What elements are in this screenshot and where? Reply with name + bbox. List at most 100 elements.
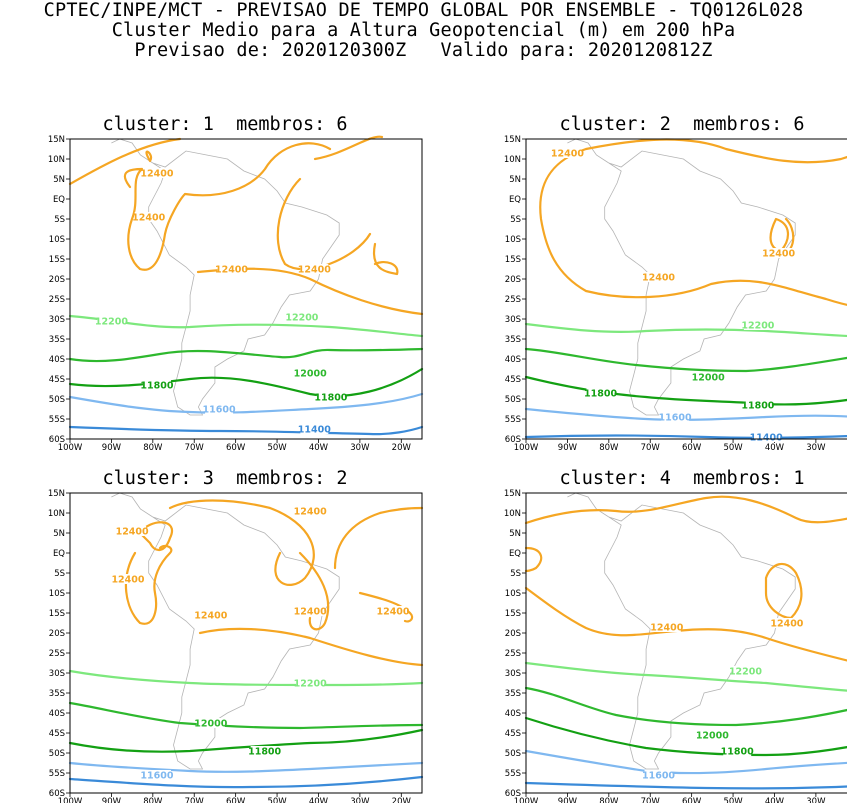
lon-tick-label: 100W (514, 797, 539, 803)
lon-tick-label: 90W (102, 797, 122, 803)
lat-tick-label: 55S (49, 415, 65, 425)
panel-1-title: cluster: 1 membros: 6 (102, 114, 348, 135)
lon-tick-label: 70W (185, 797, 205, 803)
contour-label: 12400 (551, 149, 584, 160)
lon-tick-label: 90W (558, 443, 578, 453)
map-panel-1: 15N 10N 5N EQ 5S 10S 15S 20S 25S 30S 35S 40S 45S 50S 5… (48, 135, 424, 453)
map-panel-3: 15N 10N 5N EQ 5S 10S 15S 20S 25S 30S 35S 40S 45S 50S 5… (48, 489, 424, 803)
contour-11600 (524, 407, 847, 421)
contour-11400 (68, 775, 424, 789)
lat-tick-label: 40S (505, 709, 521, 719)
lat-tick-label: 5N (53, 175, 65, 185)
lat-tick-label: 30S (49, 669, 65, 679)
central-america-coastline (111, 492, 154, 518)
lon-tick-label: 30W (350, 443, 370, 453)
contour-label: 12400 (294, 507, 327, 518)
contour-12400 (68, 135, 424, 316)
contour-12200 (68, 669, 424, 687)
central-america-coastline (567, 138, 610, 164)
lat-tick-label: 15N (48, 489, 65, 499)
contour-label: 11800 (140, 381, 173, 392)
lon-tick-label: 70W (185, 443, 205, 453)
panel-3-title: cluster: 3 membros: 2 (102, 468, 348, 489)
lat-tick-label: 35S (49, 689, 65, 699)
contour-11400 (68, 425, 424, 436)
lon-tick-label: 100W (58, 797, 83, 803)
lon-tick-label: 30W (350, 797, 370, 803)
lat-tick-label: 15S (49, 609, 65, 619)
lon-tick-label: 60W (682, 797, 702, 803)
lat-tick-label: 5N (509, 529, 521, 539)
central-america-coastline (111, 138, 154, 164)
lon-tick-label: 70W (641, 797, 661, 803)
lat-tick-label: 35S (505, 689, 521, 699)
contour-label-bg (661, 412, 690, 422)
contour-label-bg (694, 372, 723, 382)
contour-label: 11600 (140, 771, 173, 782)
contour-label: 11800 (584, 389, 617, 400)
contour-label-bg (553, 148, 582, 158)
lat-tick-label: 45S (505, 729, 521, 739)
contour-label: 11600 (203, 405, 236, 416)
lon-tick-label: 40W (309, 797, 329, 803)
lon-tick-label: 40W (309, 443, 329, 453)
lat-tick-label: 35S (505, 335, 521, 345)
south-america-coastline (604, 504, 796, 770)
contour-label-bg (723, 746, 752, 756)
contour-label-bg (142, 770, 171, 780)
lat-tick-label: 10S (505, 589, 521, 599)
contour-label-bg (752, 432, 781, 442)
contour-12400 (539, 138, 847, 307)
contour-label: 12000 (294, 369, 327, 380)
contour-label-bg (134, 212, 163, 222)
lat-tick-label: 5N (53, 529, 65, 539)
lat-tick-label: 10N (48, 155, 65, 165)
lon-tick-label: 100W (58, 443, 83, 453)
contour-label-bg (142, 168, 171, 178)
lat-tick-label: EQ (509, 195, 521, 205)
contour-label-bg (316, 392, 345, 402)
lat-tick-label: 20S (49, 275, 65, 285)
lat-tick-label: 40S (49, 709, 65, 719)
contour-label: 12200 (95, 317, 128, 328)
header-line-3: Previsao de: 2020120300Z Valido para: 20… (134, 40, 713, 61)
lon-tick-label: 90W (558, 797, 578, 803)
contour-label: 12000 (692, 373, 725, 384)
contour-label-bg (743, 320, 772, 330)
lat-tick-label: 25S (49, 649, 65, 659)
lon-tick-label: 50W (267, 797, 287, 803)
lat-tick-label: 5S (510, 215, 521, 225)
contour-label: 12200 (285, 313, 318, 324)
lon-tick-label: 50W (723, 797, 743, 803)
contour-label: 12200 (741, 321, 774, 332)
contour-12200 (524, 661, 847, 692)
lon-tick-label: 60W (226, 443, 246, 453)
lat-tick-label: 5S (54, 569, 65, 579)
lat-tick-label: 50S (505, 749, 521, 759)
contour-11800 (524, 375, 847, 406)
lat-tick-label: 10N (504, 155, 521, 165)
lon-tick-label: 20W (392, 797, 412, 803)
lat-tick-label: 55S (505, 769, 521, 779)
contour-11800 (68, 367, 424, 398)
contour-label: 12400 (650, 623, 683, 634)
lat-tick-label: 55S (49, 769, 65, 779)
lat-tick-label: 60S (505, 435, 521, 445)
south-america-coastline (148, 504, 340, 770)
lat-tick-label: 20S (49, 629, 65, 639)
contour-label-bg (113, 574, 142, 584)
contour-label-bg (296, 506, 325, 516)
lat-tick-label: 50S (505, 395, 521, 405)
lon-tick-label: 100W (514, 443, 539, 453)
lat-tick-label: 35S (49, 335, 65, 345)
contour-label-bg (296, 368, 325, 378)
lat-tick-label: 45S (49, 375, 65, 385)
lon-tick-label: 80W (143, 797, 163, 803)
map-panel-2: 15N 10N 5N EQ 5S 10S 15S 20S 25S 30S 35S 40S 45S 50S 5… (504, 135, 847, 453)
contour-11600 (524, 749, 847, 775)
contour-label-bg (287, 312, 316, 322)
contour-12200 (524, 322, 847, 338)
contour-label-bg (205, 404, 234, 414)
contour-label: 12400 (116, 527, 149, 538)
contour-label-bg (300, 264, 329, 274)
